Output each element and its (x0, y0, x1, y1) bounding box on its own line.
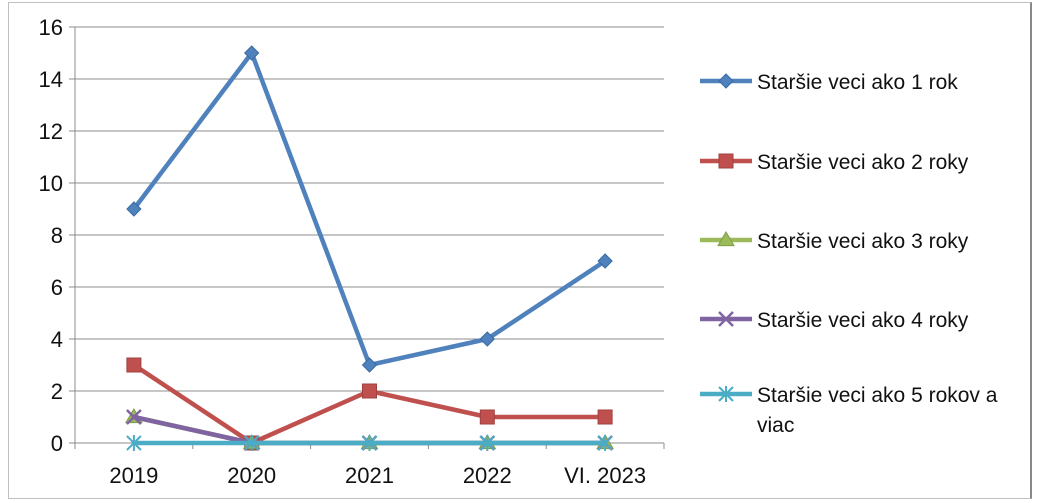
data-point-series-1 (243, 45, 260, 61)
series-line-1 (131, 50, 608, 368)
x-tick-label: 2021 (345, 463, 394, 488)
legend-item-5: Staršie veci ako 5 rokov a viac (700, 384, 998, 437)
data-point-series-4 (126, 409, 142, 425)
y-tick-label: 12 (39, 119, 63, 144)
x-tick-label: 2020 (227, 463, 276, 488)
legend-label: viac (757, 414, 794, 437)
legend-item-1: Staršie veci ako 1 rok (700, 71, 958, 94)
y-tick-label: 6 (51, 275, 63, 300)
legend-label: Staršie veci ako 4 roky (757, 309, 969, 332)
legend-label: Staršie veci ako 1 rok (757, 71, 958, 94)
data-point-series-5 (243, 435, 260, 451)
legend-swatch-marker (717, 231, 735, 247)
y-tick-label: 16 (39, 15, 63, 40)
data-point-series-5 (597, 435, 613, 451)
marker-stroke (718, 311, 734, 327)
data-point-series-2 (126, 357, 142, 373)
legend-swatch-marker (718, 73, 734, 89)
axis-layer: 0 2 4 6 8 10 12 14 16 2019 2020 2021 2022 VI. 2023 (39, 15, 665, 488)
data-point-series-5 (361, 435, 378, 451)
x-tick-label: 2022 (463, 463, 512, 488)
data-point-series-2 (597, 409, 613, 425)
legend-label: Staršie veci ako 2 roky (757, 151, 969, 174)
legend-item-3: Staršie veci ako 3 roky (700, 230, 969, 253)
legend-swatch-marker (718, 153, 734, 169)
x-tick-label: VI. 2023 (564, 463, 646, 488)
grid-layer (75, 26, 664, 392)
y-tick-label: 2 (51, 379, 63, 404)
y-tick-label: 4 (51, 327, 63, 352)
data-point-series-5 (126, 435, 142, 451)
legend-label: Staršie veci ako 5 rokov a (757, 384, 998, 407)
x-tick-label: 2019 (109, 463, 158, 488)
data-point-series-2 (479, 409, 495, 425)
y-tick-label: 14 (39, 67, 63, 92)
legend-swatch-marker (718, 311, 734, 327)
legend: Staršie veci ako 1 rok Staršie veci ako 2… (700, 71, 998, 437)
series-layer (125, 45, 614, 451)
y-tick-label: 10 (39, 171, 63, 196)
data-point-series-2 (362, 383, 377, 399)
y-tick-label: 8 (51, 223, 63, 248)
data-point-series-1 (479, 331, 496, 347)
marker-stroke (126, 409, 142, 425)
legend-item-4: Staršie veci ako 4 roky (700, 309, 969, 332)
data-point-series-1 (597, 253, 613, 269)
legend-label: Staršie veci ako 3 roky (757, 230, 969, 253)
legend-item-2: Staršie veci ako 2 roky (700, 151, 969, 174)
data-point-series-5 (479, 435, 496, 451)
legend-swatch-marker (718, 386, 734, 402)
data-point-series-1 (126, 201, 142, 217)
y-tick-label: 0 (51, 431, 63, 456)
data-point-series-1 (361, 357, 378, 373)
